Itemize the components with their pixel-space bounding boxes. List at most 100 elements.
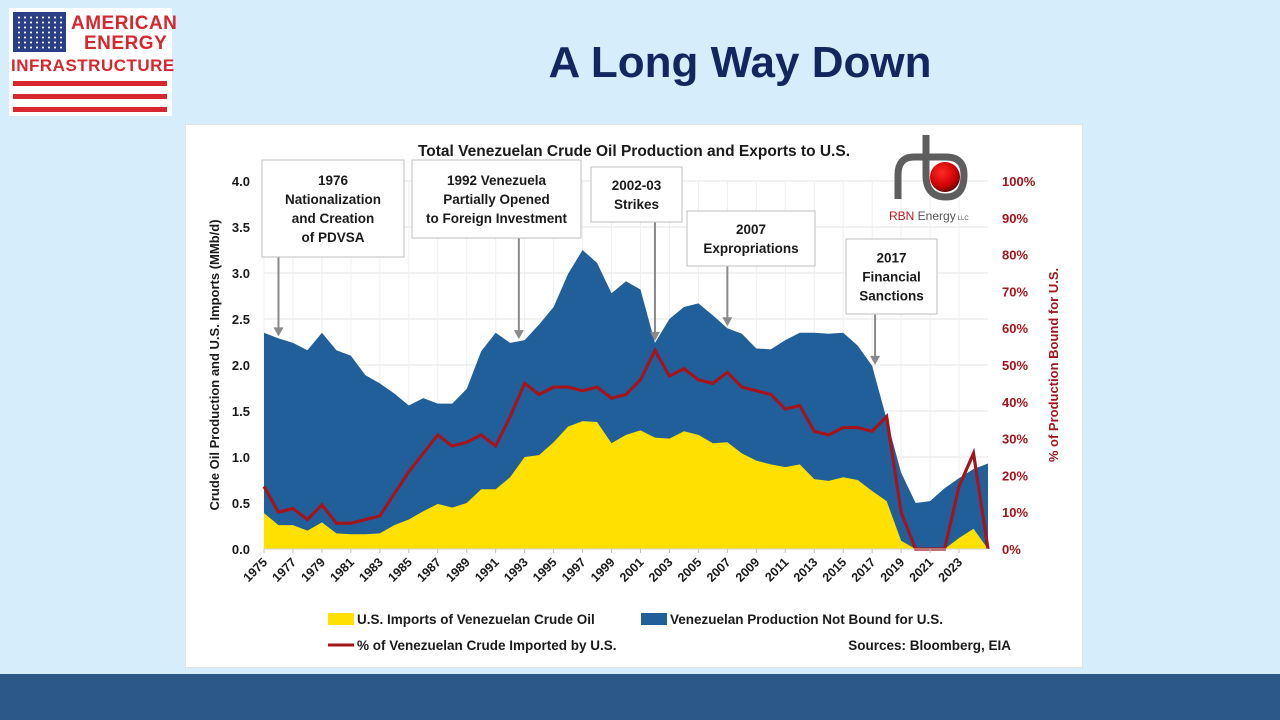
y-tick-label: 4.0 bbox=[232, 174, 250, 189]
x-tick-label: 2023 bbox=[936, 555, 966, 585]
y2-tick-label: 50% bbox=[1002, 358, 1028, 373]
x-tick-label: 2001 bbox=[617, 555, 647, 585]
y-tick-label: 3.0 bbox=[232, 266, 250, 281]
x-tick-label: 1987 bbox=[414, 555, 444, 585]
area-series bbox=[264, 250, 988, 549]
annotation-text: Partially Opened bbox=[443, 192, 550, 207]
annotation-callout: 2017 Financial Sanctions bbox=[845, 238, 938, 365]
x-tick-label: 2007 bbox=[704, 555, 734, 585]
x-tick-label: 2019 bbox=[878, 555, 908, 585]
y2-tick-label: 70% bbox=[1002, 284, 1028, 299]
legend-label-imports: U.S. Imports of Venezuelan Crude Oil bbox=[357, 612, 595, 627]
annotation-text: and Creation bbox=[292, 211, 375, 226]
chart: 0.0 0.5 1.0 1.5 2.0 2.5 3.0 3.5 4.0 0% 10% 20% 30% 4… bbox=[207, 135, 1061, 653]
x-tick-label: 2009 bbox=[733, 555, 763, 585]
legend-label-percent: % of Venezuelan Crude Imported by U.S. bbox=[357, 638, 617, 653]
y2-tick-label: 80% bbox=[1002, 248, 1028, 263]
y2-tick-label: 20% bbox=[1002, 468, 1028, 483]
logo-text-line3: INFRASTRUCTURE bbox=[11, 56, 175, 75]
sources-note: Sources: Bloomberg, EIA bbox=[848, 638, 1011, 653]
annotation-box bbox=[686, 210, 816, 267]
y-axis-label: Crude Oil Production and U.S. Imports (M… bbox=[207, 219, 222, 510]
x-tick-label: 1977 bbox=[270, 555, 300, 585]
x-axis: 1975 1977 1979 1981 1983 1985 1987 1989 1991 1993… bbox=[241, 548, 988, 585]
rbn-energy-logo: RBN Energy LLC bbox=[889, 135, 969, 223]
y-tick-label: 0.5 bbox=[232, 496, 250, 511]
y2-tick-label: 30% bbox=[1002, 432, 1028, 447]
y2-tick-label: 90% bbox=[1002, 211, 1028, 226]
x-tick-label: 1989 bbox=[443, 555, 473, 585]
y-tick-label: 2.5 bbox=[232, 312, 250, 327]
annotation-text: 2007 bbox=[736, 222, 766, 237]
x-tick-label: 1995 bbox=[530, 555, 560, 585]
y-axis-left: 0.0 0.5 1.0 1.5 2.0 2.5 3.0 3.5 4.0 bbox=[232, 174, 250, 557]
arrow-down-icon bbox=[513, 330, 524, 340]
percent-line-series bbox=[262, 346, 990, 551]
arrow-down-icon bbox=[870, 355, 881, 365]
x-tick-label: 1985 bbox=[385, 555, 415, 585]
flag-stars-icon bbox=[13, 12, 66, 52]
annotation-text: to Foreign Investment bbox=[426, 211, 568, 226]
arrow-down-icon bbox=[649, 331, 660, 341]
y2-tick-label: 60% bbox=[1002, 321, 1028, 336]
y-tick-label: 2.0 bbox=[232, 358, 250, 373]
annotation-text: Expropriations bbox=[703, 241, 798, 256]
annotation-text: 2002-03 bbox=[612, 178, 662, 193]
annotation-box bbox=[411, 159, 582, 239]
x-tick-label: 1993 bbox=[501, 555, 531, 585]
flag-stripe bbox=[13, 94, 167, 99]
x-tick-label: 2011 bbox=[762, 555, 791, 584]
x-tick-label: 1975 bbox=[241, 555, 271, 585]
annotation-callout: 1976 Nationalization and Creation of PDVSA bbox=[261, 159, 405, 337]
annotation-callout: 2007 Expropriations bbox=[686, 210, 816, 327]
annotation-text: Sanctions bbox=[859, 289, 924, 304]
footer-band bbox=[0, 674, 1280, 720]
legend-swatch-imports bbox=[328, 613, 354, 625]
x-tick-label: 1983 bbox=[356, 555, 386, 585]
x-tick-label: 1991 bbox=[472, 555, 502, 585]
x-tick-label: 2015 bbox=[820, 555, 850, 585]
y-tick-label: 1.5 bbox=[232, 404, 250, 419]
american-energy-infrastructure-logo: AMERICAN ENERGY INFRASTRUCTURE bbox=[9, 8, 177, 116]
arrow-down-icon bbox=[722, 317, 733, 327]
x-tick-label: 2021 bbox=[907, 555, 937, 585]
y2-tick-label: 100% bbox=[1002, 174, 1036, 189]
y2-tick-label: 0% bbox=[1002, 542, 1021, 557]
annotation-callout: 1992 Venezuela Partially Opened to Foreign… bbox=[411, 159, 582, 340]
y-tick-label: 3.5 bbox=[232, 220, 250, 235]
annotation-text: Nationalization bbox=[285, 192, 381, 207]
x-tick-label: 2013 bbox=[791, 555, 821, 585]
y-axis-right: 0% 10% 20% 30% 40% 50% 60% 70% 80% 90% 100% bbox=[1002, 174, 1036, 557]
chart-card: 0.0 0.5 1.0 1.5 2.0 2.5 3.0 3.5 4.0 0% 10% 20% 30% 4… bbox=[185, 124, 1083, 668]
chart-title: Total Venezuelan Crude Oil Production an… bbox=[418, 143, 850, 160]
legend-swatch-not-bound bbox=[641, 613, 667, 625]
x-tick-label: 2005 bbox=[675, 555, 705, 585]
y2-tick-label: 40% bbox=[1002, 395, 1028, 410]
x-tick-label: 2003 bbox=[646, 555, 676, 585]
y2-tick-label: 10% bbox=[1002, 505, 1028, 520]
rbn-text: RBN bbox=[889, 209, 914, 223]
logo-text-line2: ENERGY bbox=[84, 33, 168, 54]
x-tick-label: 1999 bbox=[588, 555, 618, 585]
x-tick-label: 1997 bbox=[559, 555, 589, 585]
x-tick-label: 1981 bbox=[327, 555, 357, 585]
arrow-down-icon bbox=[273, 327, 284, 337]
legend-label-not-bound: Venezuelan Production Not Bound for U.S. bbox=[670, 612, 943, 627]
rbn-energy-text: Energy bbox=[914, 209, 955, 223]
legend: U.S. Imports of Venezuelan Crude Oil Ven… bbox=[328, 612, 1011, 653]
y-tick-label: 1.0 bbox=[232, 450, 250, 465]
logo-text-line1: AMERICAN bbox=[71, 13, 178, 34]
annotation-text: 1976 bbox=[318, 173, 349, 188]
slide-title: A Long Way Down bbox=[548, 38, 932, 87]
annotation-text: of PDVSA bbox=[301, 230, 364, 245]
annotation-text: 1992 Venezuela bbox=[447, 173, 547, 188]
annotation-text: Financial bbox=[862, 270, 921, 285]
annotation-text: Strikes bbox=[614, 197, 659, 212]
annotation-box bbox=[845, 238, 938, 315]
rbn-red-ball-icon bbox=[930, 162, 960, 192]
annotation-box bbox=[261, 159, 405, 258]
annotation-box bbox=[590, 166, 683, 223]
area-us-imports bbox=[264, 421, 988, 549]
